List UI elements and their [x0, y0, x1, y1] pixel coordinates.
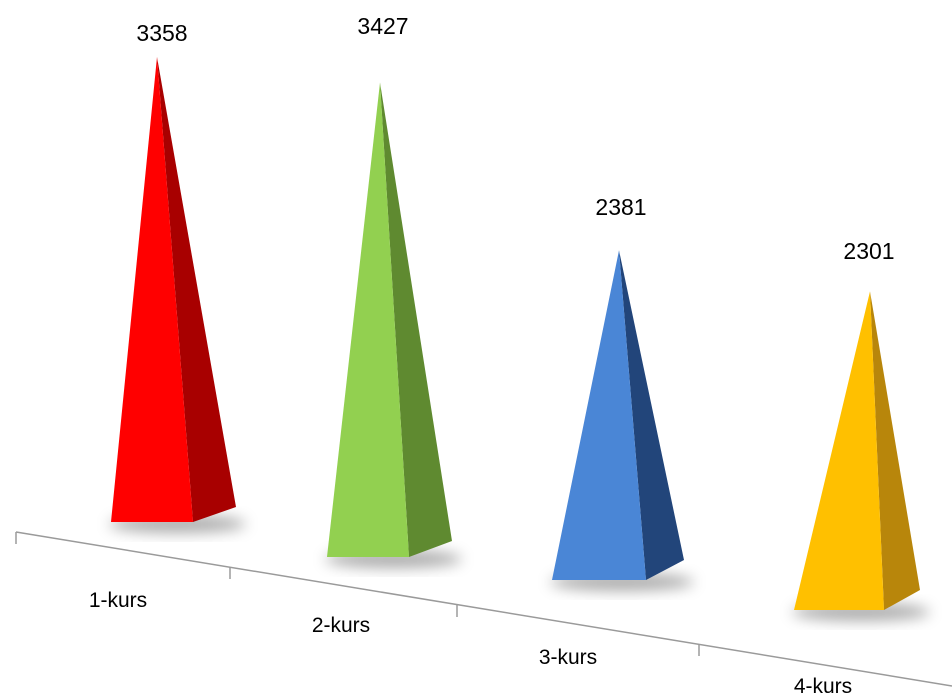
- data-label-4-kurs: 2301: [843, 238, 894, 264]
- data-label-3-kurs: 2381: [595, 194, 646, 220]
- pyramid-side-1-kurs: [157, 57, 236, 522]
- category-label-2-kurs: 2-kurs: [312, 614, 370, 637]
- pyramid-side-3-kurs: [619, 250, 684, 580]
- pyramid-side-2-kurs: [380, 82, 452, 558]
- pyramid-front-1-kurs: [111, 57, 193, 522]
- pyramid-front-2-kurs: [327, 82, 409, 558]
- data-labels: 3358 3427 2381 2301: [136, 13, 894, 264]
- category-label-1-kurs: 1-kurs: [89, 589, 147, 612]
- category-label-4-kurs: 4-kurs: [794, 675, 852, 698]
- pyramid-front-4-kurs: [794, 291, 884, 610]
- axis-line: [15, 531, 952, 687]
- data-label-1-kurs: 3358: [136, 20, 187, 46]
- pyramid-series: [109, 57, 930, 621]
- category-axis: [15, 531, 952, 687]
- category-labels: 1-kurs 2-kurs 3-kurs 4-kurs: [89, 589, 852, 698]
- pyramid-side-4-kurs: [870, 291, 920, 610]
- pyramid-front-3-kurs: [552, 250, 646, 580]
- category-label-3-kurs: 3-kurs: [539, 646, 597, 669]
- data-label-2-kurs: 3427: [357, 13, 408, 39]
